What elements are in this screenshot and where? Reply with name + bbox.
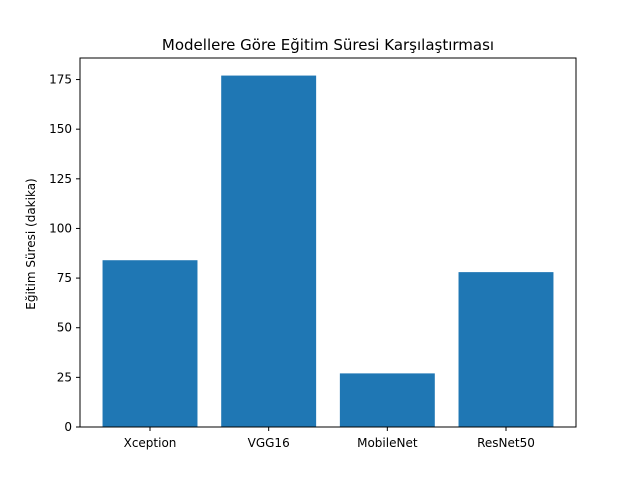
y-tick-label-125: 125 — [49, 172, 72, 186]
y-axis-label: Eğitim Süresi (dakika) — [24, 178, 38, 309]
bar-vgg16 — [221, 75, 317, 428]
x-ticks-layer: Xception VGG16 MobileNet ResNet50 — [124, 427, 535, 450]
bar-mobilenet — [339, 373, 435, 427]
bar-xception — [102, 260, 198, 427]
y-tick-label-150: 150 — [49, 122, 72, 136]
y-tick-label-175: 175 — [49, 73, 72, 87]
y-tick-label-50: 50 — [57, 321, 72, 335]
x-tick-label-resnet50: ResNet50 — [477, 436, 535, 450]
x-tick-label-vgg16: VGG16 — [248, 436, 290, 450]
bar-resnet50 — [458, 272, 554, 427]
x-tick-label-mobilenet: MobileNet — [357, 436, 418, 450]
y-tick-label-0: 0 — [64, 420, 72, 434]
y-ticks-layer: 0 25 50 75 100 125 150 175 — [49, 73, 80, 434]
y-tick-label-75: 75 — [57, 271, 72, 285]
plot-frame — [79, 57, 577, 428]
y-tick-label-25: 25 — [57, 370, 72, 384]
y-tick-label-100: 100 — [49, 221, 72, 235]
bars-layer — [102, 75, 554, 428]
x-tick-label-xception: Xception — [124, 436, 177, 450]
chart-title: Modellere Göre Eğitim Süresi Karşılaştır… — [162, 36, 494, 54]
